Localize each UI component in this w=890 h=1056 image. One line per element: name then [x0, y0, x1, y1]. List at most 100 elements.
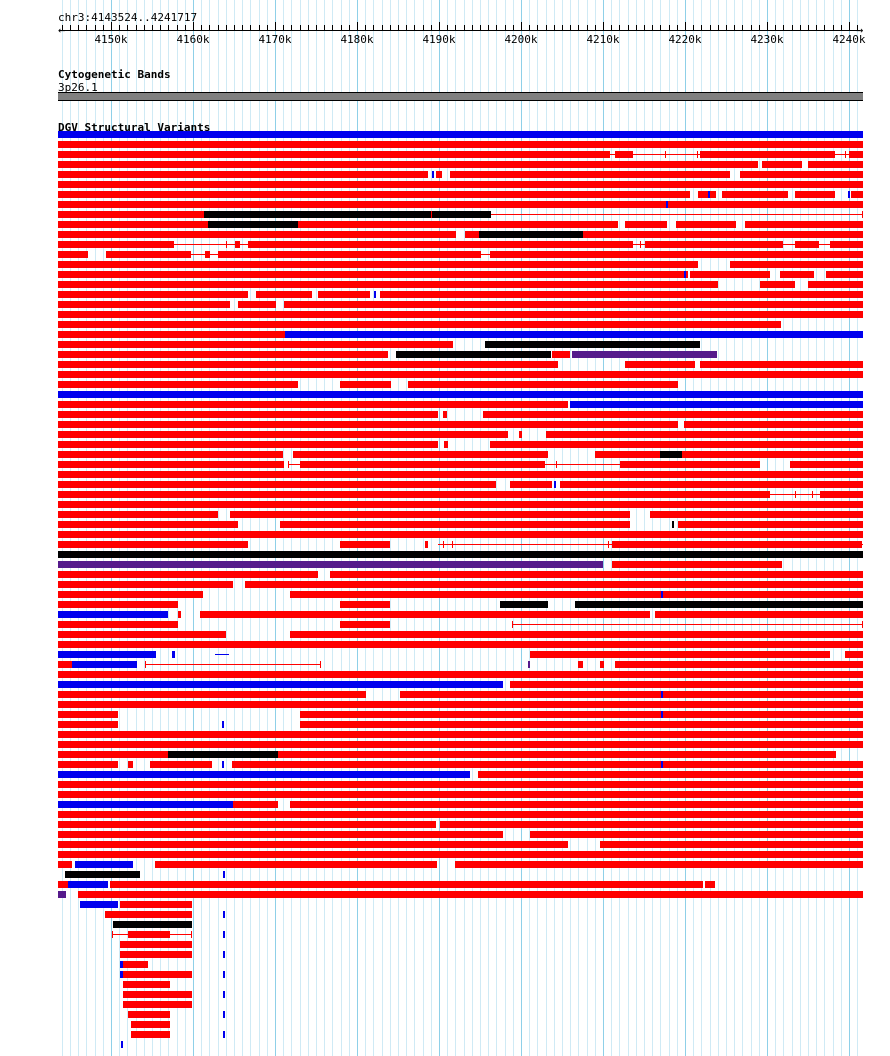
variant-row[interactable] [0, 261, 890, 268]
variant-row[interactable] [0, 241, 890, 248]
variant-endcap[interactable] [191, 931, 192, 938]
variant-segment[interactable] [340, 541, 390, 548]
variant-segment[interactable] [396, 351, 551, 358]
variant-row[interactable] [0, 771, 890, 778]
variant-segment[interactable] [230, 511, 630, 518]
variant-row[interactable] [0, 581, 890, 588]
variant-row[interactable] [0, 691, 890, 698]
variant-segment[interactable] [120, 951, 192, 958]
variant-segment[interactable] [740, 171, 863, 178]
variant-segment[interactable] [58, 191, 690, 198]
variant-segment[interactable] [340, 621, 390, 628]
variant-endcap[interactable] [556, 461, 557, 468]
variant-segment[interactable] [105, 911, 192, 918]
variant-row[interactable] [0, 651, 890, 658]
variant-row[interactable] [0, 271, 890, 278]
variant-row[interactable] [0, 591, 890, 598]
variant-endcap[interactable] [608, 151, 609, 158]
variant-segment[interactable] [700, 361, 863, 368]
variant-marker[interactable] [661, 761, 663, 768]
variant-segment[interactable] [58, 341, 453, 348]
variant-endcap[interactable] [812, 491, 813, 498]
variant-segment[interactable] [168, 751, 278, 758]
variant-segment[interactable] [58, 681, 503, 688]
cytoband-bar[interactable] [58, 92, 863, 101]
variant-segment[interactable] [113, 921, 192, 928]
variant-segment[interactable] [72, 661, 137, 668]
variant-row[interactable] [0, 341, 890, 348]
variant-endcap[interactable] [112, 931, 113, 938]
variant-row[interactable] [0, 851, 890, 858]
variant-row[interactable] [0, 211, 890, 218]
variant-segment[interactable] [290, 591, 863, 598]
variant-segment[interactable] [172, 651, 175, 658]
variant-segment[interactable] [58, 781, 863, 788]
variant-segment[interactable] [205, 251, 210, 258]
variant-segment[interactable] [58, 401, 568, 408]
variant-segment[interactable] [120, 901, 192, 908]
variant-segment[interactable] [455, 861, 863, 868]
variant-row[interactable] [0, 571, 890, 578]
variant-row[interactable] [0, 841, 890, 848]
variant-segment[interactable] [678, 521, 863, 528]
variant-segment[interactable] [285, 331, 863, 338]
variant-row[interactable] [0, 301, 890, 308]
variant-row[interactable] [0, 221, 890, 228]
variant-row[interactable] [0, 431, 890, 438]
variant-segment[interactable] [58, 531, 863, 538]
variant-marker[interactable] [374, 291, 376, 298]
variant-row[interactable] [0, 191, 890, 198]
variant-segment[interactable] [575, 601, 863, 608]
variant-row[interactable] [0, 361, 890, 368]
variant-row[interactable] [0, 1031, 890, 1038]
variant-segment[interactable] [676, 221, 736, 228]
variant-segment[interactable] [58, 161, 758, 168]
variant-row[interactable] [0, 371, 890, 378]
variant-segment[interactable] [58, 381, 298, 388]
variant-row[interactable] [0, 991, 890, 998]
variant-row[interactable] [0, 821, 890, 828]
variant-row[interactable] [0, 481, 890, 488]
variant-segment[interactable] [58, 521, 238, 528]
variant-row[interactable] [0, 711, 890, 718]
variant-segment[interactable] [58, 181, 863, 188]
variant-segment[interactable] [760, 281, 795, 288]
variant-segment[interactable] [245, 581, 863, 588]
variant-segment[interactable] [58, 361, 558, 368]
variant-endcap[interactable] [226, 241, 227, 248]
variant-row[interactable] [0, 661, 890, 668]
variant-marker[interactable] [223, 931, 225, 938]
variant-segment[interactable] [218, 251, 480, 258]
variant-segment[interactable] [625, 221, 667, 228]
variant-segment[interactable] [519, 431, 522, 438]
variant-row[interactable] [0, 541, 890, 548]
variant-segment[interactable] [106, 251, 191, 258]
variant-segment[interactable] [500, 601, 548, 608]
variant-segment[interactable] [290, 801, 863, 808]
variant-segment[interactable] [830, 241, 863, 248]
variant-row[interactable] [0, 421, 890, 428]
variant-row[interactable] [0, 251, 890, 258]
variant-row[interactable] [0, 731, 890, 738]
variant-segment[interactable] [58, 461, 284, 468]
variant-segment[interactable] [762, 161, 802, 168]
variant-row[interactable] [0, 621, 890, 628]
variant-segment[interactable] [65, 871, 140, 878]
variant-endcap[interactable] [120, 941, 121, 948]
variant-segment[interactable] [293, 451, 548, 458]
variant-segment[interactable] [578, 661, 583, 668]
variant-marker[interactable] [223, 971, 225, 978]
variant-segment[interactable] [58, 861, 72, 868]
variant-row[interactable] [0, 641, 890, 648]
variant-segment[interactable] [483, 411, 863, 418]
variant-segment[interactable] [58, 391, 863, 398]
variant-segment[interactable] [58, 501, 863, 508]
variant-row[interactable] [0, 491, 890, 498]
variant-row[interactable] [0, 1021, 890, 1028]
variant-segment[interactable] [75, 861, 133, 868]
variant-row[interactable] [0, 181, 890, 188]
variant-segment[interactable] [58, 131, 863, 138]
variant-segment[interactable] [120, 971, 123, 978]
variant-segment[interactable] [58, 231, 456, 238]
variant-segment[interactable] [58, 291, 248, 298]
